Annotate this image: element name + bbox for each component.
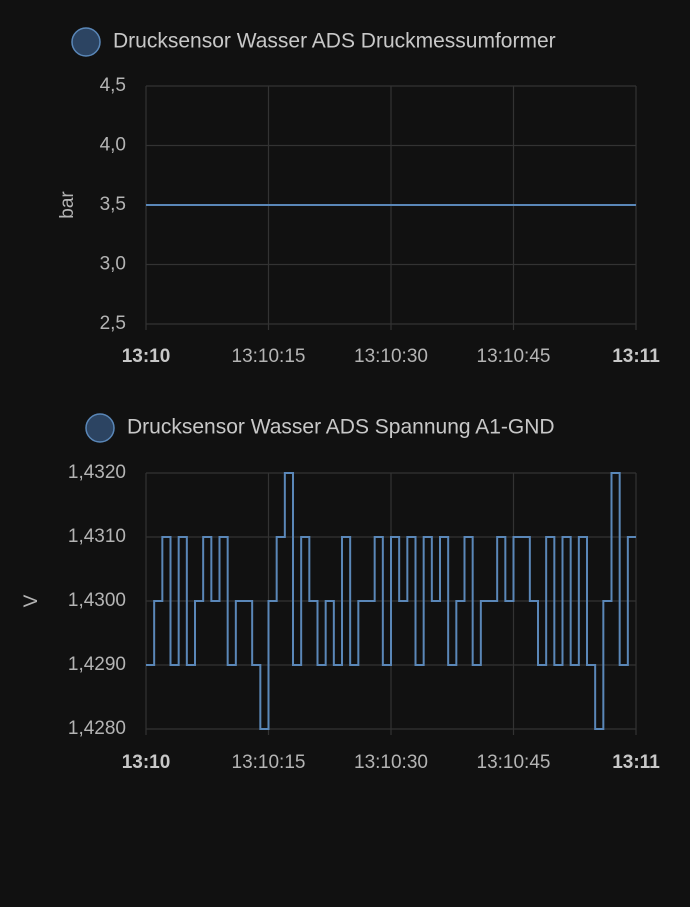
- x-tick-label: 13:10:45: [477, 346, 551, 367]
- y-tick-label: 3,5: [100, 194, 126, 215]
- legend-swatch: [85, 413, 115, 443]
- x-tick-label: 13:11: [612, 346, 660, 367]
- y-tick-label: 3,0: [100, 254, 126, 275]
- y-tick-label: 1,4300: [68, 590, 126, 611]
- x-tick-label: 13:10:30: [354, 346, 428, 367]
- legend-swatch: [71, 27, 101, 57]
- x-tick-label: 13:10: [122, 346, 171, 367]
- x-tick-label: 13:10: [122, 752, 171, 773]
- y-tick-label: 1,4320: [68, 462, 126, 483]
- x-tick-label: 13:11: [612, 752, 660, 773]
- y-tick-label: 1,4310: [68, 526, 126, 547]
- y-tick-label: 1,4290: [68, 654, 126, 675]
- y-tick-label: 2,5: [100, 313, 126, 334]
- legend-label: Drucksensor Wasser ADS Spannung A1-GND: [127, 416, 555, 439]
- y-tick-label: 1,4280: [68, 718, 126, 739]
- y-tick-label: 4,5: [100, 75, 126, 96]
- x-tick-label: 13:10:45: [477, 752, 551, 773]
- y-tick-label: 4,0: [100, 135, 126, 156]
- x-tick-label: 13:10:15: [232, 346, 306, 367]
- x-tick-label: 13:10:30: [354, 752, 428, 773]
- y-axis-label: V: [21, 594, 42, 607]
- x-tick-label: 13:10:15: [232, 752, 306, 773]
- data-line: [146, 472, 636, 730]
- y-axis-label: bar: [57, 191, 78, 219]
- legend-label: Drucksensor Wasser ADS Druckmessumformer: [113, 30, 556, 53]
